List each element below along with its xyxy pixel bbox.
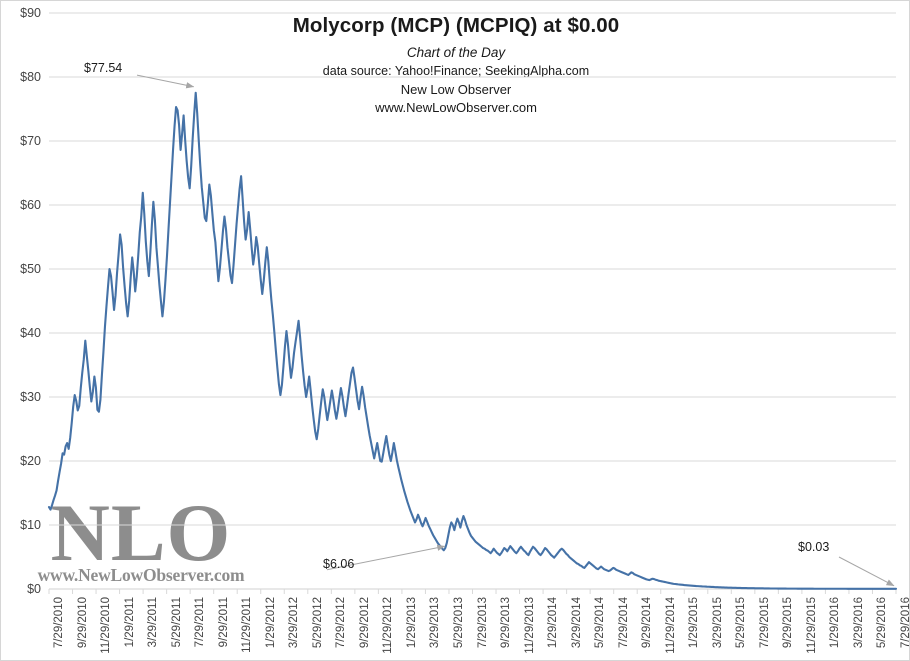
annotation-label: $77.54 bbox=[84, 61, 123, 75]
x-axis-tick-label: 7/29/2014 bbox=[617, 597, 630, 649]
x-axis-tick-label: 1/29/2016 bbox=[829, 597, 842, 649]
x-axis-tick-label: 1/29/2013 bbox=[405, 597, 418, 649]
x-axis-tick-label: 1/29/2011 bbox=[123, 597, 136, 648]
x-axis-tick-label: 1/29/2014 bbox=[547, 597, 560, 649]
x-axis-tick-label: 5/29/2014 bbox=[594, 597, 607, 649]
annotation-arrow bbox=[838, 556, 895, 587]
x-axis-tick-label: 7/29/2015 bbox=[758, 597, 771, 649]
x-axis-tick-label: 11/29/2010 bbox=[100, 597, 113, 654]
x-axis-tick-label: 3/29/2015 bbox=[711, 597, 724, 649]
x-axis-tick-label: 9/29/2014 bbox=[641, 597, 654, 649]
x-axis-tick-label: 9/29/2010 bbox=[76, 597, 89, 649]
y-axis-tick-label: $10 bbox=[20, 518, 41, 532]
price-chart-svg bbox=[47, 12, 898, 594]
x-axis-tick-label: 7/29/2013 bbox=[476, 597, 489, 649]
x-axis-tick-label: 9/29/2012 bbox=[358, 597, 371, 649]
y-axis-tick-label: $30 bbox=[20, 390, 41, 404]
x-axis-tick-label: 11/29/2013 bbox=[523, 597, 536, 654]
y-axis-tick-label: $60 bbox=[20, 198, 41, 212]
x-axis-tick-label: 11/29/2012 bbox=[382, 597, 395, 654]
x-axis-tick-label: 5/29/2016 bbox=[876, 597, 889, 649]
x-axis-tick-label: 11/29/2014 bbox=[664, 597, 677, 654]
gridlines bbox=[49, 12, 896, 590]
x-axis-tick-label: 9/29/2011 bbox=[217, 597, 230, 648]
x-axis-tick-label: 5/29/2011 bbox=[170, 597, 183, 648]
x-axis-tick-label: 1/29/2012 bbox=[264, 597, 277, 649]
x-axis-tick-label: 5/29/2012 bbox=[311, 597, 324, 649]
y-axis-tick-label: $70 bbox=[20, 134, 41, 148]
annotation-label: $6.06 bbox=[323, 557, 355, 571]
x-axis-tick-label: 9/29/2013 bbox=[500, 597, 513, 649]
y-axis-tick-label: $20 bbox=[20, 454, 41, 468]
y-axis-tick-label: $0 bbox=[27, 582, 41, 596]
x-axis-tick-label: 3/29/2016 bbox=[852, 597, 865, 649]
annotation-arrows bbox=[136, 74, 895, 587]
x-axis-tick-label: 7/29/2016 bbox=[900, 597, 910, 649]
price-line-series bbox=[47, 91, 898, 590]
y-axis-tick-label: $80 bbox=[20, 70, 41, 84]
x-axis-tick-label: 3/29/2011 bbox=[147, 597, 160, 648]
x-axis-tick-label: 5/29/2013 bbox=[452, 597, 465, 649]
x-axis-tick-label: 3/29/2014 bbox=[570, 597, 583, 649]
x-axis-tick-label: 9/29/2015 bbox=[782, 597, 795, 649]
x-axis-tick-label: 7/29/2010 bbox=[53, 597, 65, 649]
x-axis-tick-label: 7/29/2012 bbox=[335, 597, 348, 649]
annotation-arrow bbox=[326, 544, 446, 571]
x-axis-tick-label: 1/29/2015 bbox=[688, 597, 701, 649]
x-axis-tick-label: 3/29/2013 bbox=[429, 597, 442, 649]
annotation-label: $0.03 bbox=[798, 540, 830, 554]
y-axis-tick-label: $90 bbox=[20, 6, 41, 20]
x-axis-tick-label: 7/29/2011 bbox=[194, 597, 207, 648]
x-axis-tick-label: 3/29/2012 bbox=[288, 597, 301, 649]
annotation-arrow bbox=[136, 74, 195, 89]
x-axis-tick-label: 11/29/2011 bbox=[241, 597, 254, 653]
x-axis-tick-label: 5/29/2015 bbox=[735, 597, 748, 649]
y-axis-tick-label: $50 bbox=[20, 262, 41, 276]
x-axis-tick-label: 11/29/2015 bbox=[805, 597, 818, 654]
plot-area: $0 $10 $20 $30 $40 $50 $60 $70 $80 $90 bbox=[20, 6, 898, 596]
x-axis-ticks bbox=[48, 589, 897, 594]
y-axis-tick-label: $40 bbox=[20, 326, 41, 340]
